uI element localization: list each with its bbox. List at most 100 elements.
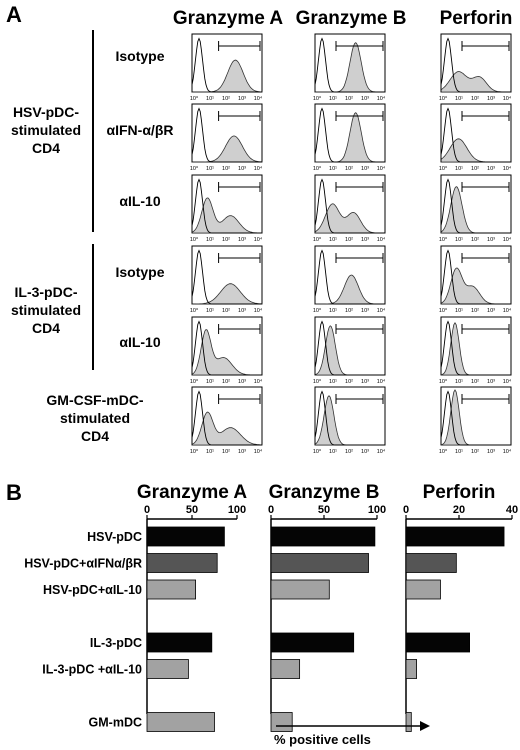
bar-category-label: HSV-pDC+αIFNα/βR bbox=[24, 557, 142, 571]
group-label-gm-line3: CD4 bbox=[81, 428, 109, 444]
histogram-axis-tick-label: 10⁰ bbox=[439, 165, 448, 172]
histogram-axis-tick-label: 10⁴ bbox=[254, 95, 263, 102]
histogram-axis-tick-label: 10³ bbox=[487, 166, 495, 172]
bar-chart-tick-label: 40 bbox=[506, 504, 518, 516]
row-label-il3-ail10: αIL-10 bbox=[119, 334, 160, 350]
histogram-axis-tick-label: 10³ bbox=[361, 96, 369, 102]
bar bbox=[405, 579, 441, 600]
control-histogram bbox=[314, 107, 385, 163]
histogram-axis-tick-label: 10² bbox=[471, 96, 479, 102]
histogram-axis-tick-label: 10¹ bbox=[329, 96, 337, 102]
histogram-axis-tick-label: 10⁰ bbox=[313, 378, 322, 385]
bar bbox=[146, 632, 213, 653]
histogram-axis-tick-label: 10² bbox=[471, 237, 479, 243]
histogram-axis-tick-label: 10² bbox=[471, 308, 479, 314]
histogram-axis-tick-label: 10³ bbox=[238, 96, 246, 102]
histogram-axis-tick-label: 10² bbox=[222, 237, 230, 243]
flow-histogram: 10⁰ 10¹ 10² 10³ 10⁴ bbox=[313, 33, 386, 102]
flow-histogram: 10⁰ 10¹ 10² 10³ 10⁴ bbox=[190, 103, 263, 172]
control-histogram bbox=[191, 320, 262, 376]
histogram-axis-tick-label: 10⁴ bbox=[254, 165, 263, 172]
histogram-axis-tick-label: 10⁴ bbox=[503, 378, 512, 385]
control-histogram bbox=[314, 249, 385, 305]
histogram-axis-tick-label: 10⁴ bbox=[377, 236, 386, 243]
bar bbox=[270, 712, 293, 732]
panel-b-letter: B bbox=[6, 480, 22, 505]
control-histogram bbox=[440, 320, 511, 376]
group-label-gm-line1: GM-CSF-mDC- bbox=[46, 392, 144, 408]
bar-chart-tick-label: 20 bbox=[453, 504, 465, 516]
histogram-axis-tick-label: 10² bbox=[345, 166, 353, 172]
bar bbox=[270, 659, 301, 679]
flow-histogram: 10⁰ 10¹ 10² 10³ 10⁴ bbox=[313, 103, 386, 172]
histogram-axis-tick-label: 10⁰ bbox=[313, 448, 322, 455]
control-histogram bbox=[191, 37, 262, 93]
histogram-axis-tick-label: 10³ bbox=[238, 166, 246, 172]
panel-a-column-title-perforin: Perforin bbox=[440, 8, 513, 29]
bar-chart-tick-label: 100 bbox=[368, 504, 386, 516]
histogram-axis-tick-label: 10² bbox=[345, 308, 353, 314]
histogram-axis-tick-label: 10² bbox=[345, 449, 353, 455]
histogram-axis-tick-label: 10¹ bbox=[329, 237, 337, 243]
histogram-axis-tick-label: 10² bbox=[471, 449, 479, 455]
bar bbox=[270, 632, 355, 653]
histogram-axis-tick-label: 10⁴ bbox=[503, 307, 512, 314]
group-label-hsv-line1: HSV-pDC- bbox=[13, 104, 79, 120]
control-histogram bbox=[191, 249, 262, 305]
histogram-axis-tick-label: 10⁰ bbox=[313, 165, 322, 172]
histogram-axis-tick-label: 10² bbox=[471, 379, 479, 385]
bar-chart-title: Perforin bbox=[423, 482, 496, 503]
histogram-axis-tick-label: 10¹ bbox=[329, 166, 337, 172]
bar bbox=[146, 579, 196, 600]
flow-histogram: 10⁰ 10¹ 10² 10³ 10⁴ bbox=[439, 103, 512, 172]
bar-chart-tick-label: 0 bbox=[144, 504, 150, 516]
bar-chart-tick-label: 100 bbox=[228, 504, 246, 516]
histogram-axis-tick-label: 10³ bbox=[487, 379, 495, 385]
histogram-axis-tick-label: 10⁰ bbox=[439, 378, 448, 385]
sample-histogram bbox=[192, 59, 263, 93]
histogram-axis-tick-label: 10¹ bbox=[206, 379, 214, 385]
bar-chart-tick-label: 0 bbox=[268, 504, 274, 516]
histogram-axis-tick-label: 10⁴ bbox=[377, 307, 386, 314]
histogram-axis-tick-label: 10⁴ bbox=[254, 448, 263, 455]
flow-histogram: 10⁰ 10¹ 10² 10³ 10⁴ bbox=[190, 33, 263, 102]
histogram-axis-tick-label: 10² bbox=[222, 166, 230, 172]
row-label-il3-isotype: Isotype bbox=[115, 264, 164, 280]
control-histogram bbox=[314, 320, 385, 376]
histogram-axis-tick-label: 10² bbox=[222, 308, 230, 314]
histogram-axis-tick-label: 10² bbox=[345, 237, 353, 243]
bar-category-label: HSV-pDC bbox=[87, 530, 142, 544]
control-histogram bbox=[314, 178, 385, 234]
group-label-il3-line2: stimulated bbox=[11, 302, 81, 318]
control-histogram bbox=[440, 37, 511, 93]
histogram-axis-tick-label: 10¹ bbox=[455, 449, 463, 455]
histogram-axis-tick-label: 10¹ bbox=[455, 96, 463, 102]
bar-category-label: HSV-pDC+αIL-10 bbox=[43, 583, 142, 597]
bar bbox=[405, 712, 412, 732]
row-label-hsv-isotype: Isotype bbox=[115, 48, 164, 64]
histogram-axis-tick-label: 10² bbox=[345, 96, 353, 102]
histogram-axis-tick-label: 10⁴ bbox=[377, 95, 386, 102]
control-histogram bbox=[191, 390, 262, 446]
group-label-gm-line2: stimulated bbox=[60, 410, 130, 426]
histogram-axis-tick-label: 10¹ bbox=[329, 449, 337, 455]
histogram-axis-tick-label: 10³ bbox=[361, 166, 369, 172]
histogram-axis-tick-label: 10¹ bbox=[206, 308, 214, 314]
sample-histogram bbox=[192, 135, 263, 163]
sample-histogram bbox=[192, 283, 263, 305]
histogram-axis-tick-label: 10³ bbox=[361, 308, 369, 314]
group-label-il3-line1: IL-3-pDC- bbox=[15, 284, 78, 300]
bar bbox=[405, 659, 418, 679]
bar bbox=[405, 553, 457, 573]
bar-category-label: IL-3-pDC +αIL-10 bbox=[42, 663, 142, 677]
histogram-axis-tick-label: 10¹ bbox=[455, 308, 463, 314]
histogram-axis-tick-label: 10³ bbox=[361, 379, 369, 385]
control-histogram bbox=[440, 178, 511, 234]
histogram-axis-tick-label: 10³ bbox=[238, 308, 246, 314]
histogram-axis-tick-label: 10¹ bbox=[329, 379, 337, 385]
histogram-axis-tick-label: 10⁰ bbox=[190, 95, 199, 102]
histogram-axis-tick-label: 10⁴ bbox=[503, 448, 512, 455]
bar-category-label: GM-mDC bbox=[89, 716, 142, 730]
control-histogram bbox=[314, 37, 385, 93]
panel-a-letter: A bbox=[6, 2, 22, 27]
